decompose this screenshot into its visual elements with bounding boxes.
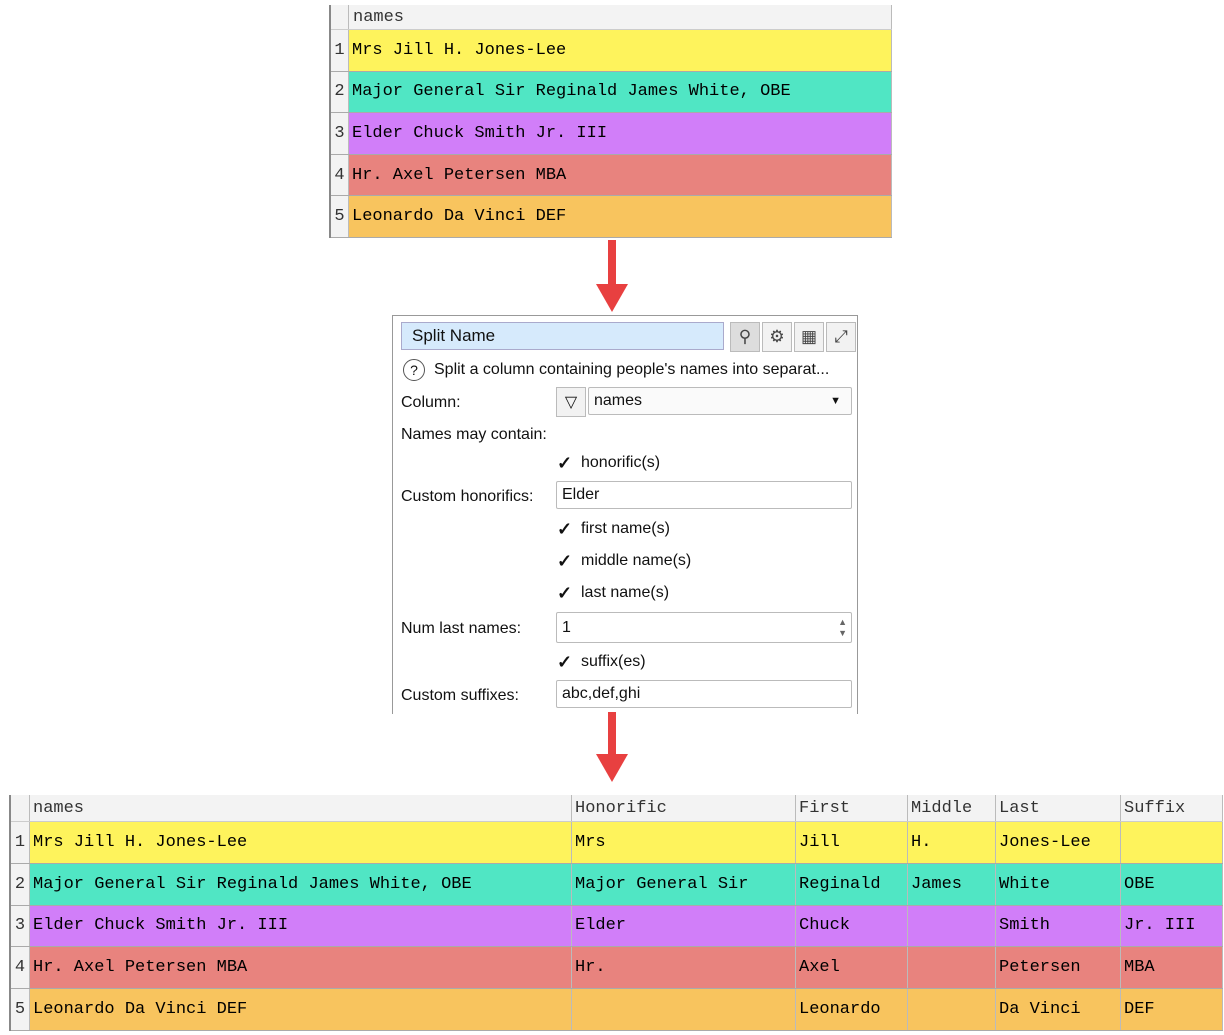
- table-cell: Mrs: [572, 822, 796, 863]
- row-number: 5: [331, 196, 349, 237]
- table-cell: [572, 989, 796, 1030]
- table-cell: Leonardo Da Vinci DEF: [349, 196, 892, 237]
- suffixes-checkbox[interactable]: ✓ suffix(es): [556, 651, 646, 672]
- column-select[interactable]: names ▼: [588, 387, 852, 415]
- table-cell: [908, 947, 996, 989]
- check-icon: ✓: [556, 582, 573, 603]
- table-row[interactable]: 2 Major General Sir Reginald James White,…: [331, 71, 892, 114]
- check-icon: ✓: [556, 651, 573, 672]
- column-header-honorific[interactable]: Honorific: [572, 795, 796, 821]
- custom-honorifics-input[interactable]: Elder: [556, 481, 852, 509]
- row-number: 1: [11, 822, 30, 863]
- table-cell: Hr. Axel Petersen MBA: [30, 947, 572, 989]
- table-cell: [908, 905, 996, 947]
- row-number-header: [11, 795, 30, 821]
- table-cell: Leonardo: [796, 989, 908, 1030]
- table-cell: White: [996, 863, 1121, 905]
- table-row[interactable]: 5 Leonardo Da Vinci DEF Leonardo Da Vinci DE…: [11, 989, 1223, 1031]
- table-cell: Jr. III: [1121, 905, 1223, 947]
- table-row[interactable]: 5 Leonardo Da Vinci DEF: [331, 196, 892, 238]
- table-row[interactable]: 1 Mrs Jill H. Jones-Lee Mrs Jill H. Jones-Lee: [11, 822, 1223, 864]
- column-header-names[interactable]: names: [349, 5, 892, 29]
- row-number: 1: [331, 30, 349, 71]
- row-number: 2: [331, 71, 349, 113]
- table-cell: Mrs Jill H. Jones-Lee: [30, 822, 572, 863]
- table-cell: [1121, 822, 1223, 863]
- column-header-suffix[interactable]: Suffix: [1121, 795, 1223, 821]
- middle-name-checkbox[interactable]: ✓ middle name(s): [556, 550, 692, 571]
- table-cell: Elder Chuck Smith Jr. III: [349, 113, 892, 154]
- table-cell: Jill: [796, 822, 908, 863]
- table-cell: Hr. Axel Petersen MBA: [349, 154, 892, 196]
- panel-title: Split Name: [401, 322, 724, 350]
- table-cell: Hr.: [572, 947, 796, 989]
- table-row[interactable]: 4 Hr. Axel Petersen MBA Hr. Axel Petersen MBA: [11, 947, 1223, 990]
- maximize-icon[interactable]: ⤢: [826, 322, 856, 352]
- table-header: names Honorific First Middle Last Suffix: [11, 795, 1223, 822]
- custom-suffixes-label: Custom suffixes:: [401, 687, 519, 704]
- table-cell: James: [908, 863, 996, 905]
- table-cell: Leonardo Da Vinci DEF: [30, 989, 572, 1030]
- table-cell: Da Vinci: [996, 989, 1121, 1030]
- row-number: 3: [11, 905, 30, 947]
- table-icon[interactable]: ▦: [794, 322, 824, 352]
- spinner-arrows-icon[interactable]: ▲ ▼: [838, 616, 847, 638]
- table-cell: Elder: [572, 905, 796, 947]
- table-cell: Petersen: [996, 947, 1121, 989]
- table-cell: Major General Sir: [572, 863, 796, 905]
- table-cell: Elder Chuck Smith Jr. III: [30, 905, 572, 947]
- output-table: names Honorific First Middle Last Suffix 1 Mrs…: [9, 795, 1223, 1031]
- num-last-names-spinner[interactable]: 1 ▲ ▼: [556, 612, 852, 643]
- check-icon: ✓: [556, 518, 573, 539]
- last-name-checkbox[interactable]: ✓ last name(s): [556, 582, 670, 603]
- table-cell: OBE: [1121, 863, 1223, 905]
- row-number: 3: [331, 113, 349, 154]
- table-cell: MBA: [1121, 947, 1223, 989]
- first-name-checkbox[interactable]: ✓ first name(s): [556, 518, 670, 539]
- table-header: names: [331, 5, 892, 30]
- check-icon: ✓: [556, 550, 573, 571]
- chevron-down-icon: ▼: [830, 395, 841, 407]
- row-number: 5: [11, 989, 30, 1030]
- gear-icon[interactable]: ⚙: [762, 322, 792, 352]
- table-cell: Smith: [996, 905, 1121, 947]
- table-cell: Axel: [796, 947, 908, 989]
- table-cell: H.: [908, 822, 996, 863]
- table-cell: Mrs Jill H. Jones-Lee: [349, 30, 892, 71]
- split-name-panel: Split Name ⚲ ⚙ ▦ ⤢ ? Split a column cont…: [392, 315, 858, 714]
- custom-honorifics-label: Custom honorifics:: [401, 488, 534, 505]
- arrow-down-icon: [596, 240, 628, 312]
- column-header-last[interactable]: Last: [996, 795, 1121, 821]
- table-row[interactable]: 3 Elder Chuck Smith Jr. III: [331, 113, 892, 155]
- row-number: 4: [11, 947, 30, 989]
- table-cell: [908, 989, 996, 1030]
- column-header-middle[interactable]: Middle: [908, 795, 996, 821]
- names-may-contain-label: Names may contain:: [401, 426, 547, 443]
- table-cell: Chuck: [796, 905, 908, 947]
- honorifics-checkbox[interactable]: ✓ honorific(s): [556, 452, 661, 473]
- table-cell: Major General Sir Reginald James White, …: [30, 863, 572, 905]
- column-header-first[interactable]: First: [796, 795, 908, 821]
- table-row[interactable]: 3 Elder Chuck Smith Jr. III Elder Chuck Smit…: [11, 905, 1223, 948]
- table-row[interactable]: 1 Mrs Jill H. Jones-Lee: [331, 30, 892, 72]
- table-row[interactable]: 2 Major General Sir Reginald James White,…: [11, 863, 1223, 906]
- arrow-down-icon: [596, 712, 628, 782]
- row-number: 4: [331, 154, 349, 196]
- table-row[interactable]: 4 Hr. Axel Petersen MBA: [331, 154, 892, 197]
- table-cell: Major General Sir Reginald James White, …: [349, 71, 892, 113]
- custom-suffixes-input[interactable]: abc,def,ghi: [556, 680, 852, 708]
- table-cell: Reginald: [796, 863, 908, 905]
- column-label: Column:: [401, 394, 461, 411]
- help-icon[interactable]: ?: [403, 359, 425, 381]
- description: Split a column containing people's names…: [434, 361, 830, 378]
- link-table-icon[interactable]: ⚲: [730, 322, 760, 352]
- check-icon: ✓: [556, 452, 573, 473]
- filter-icon[interactable]: ▽: [556, 387, 586, 417]
- column-header-names[interactable]: names: [30, 795, 572, 821]
- table-cell: Jones-Lee: [996, 822, 1121, 863]
- table-cell: DEF: [1121, 989, 1223, 1030]
- row-number: 2: [11, 863, 30, 905]
- input-table: names 1 Mrs Jill H. Jones-Lee 2 Major Gener…: [329, 5, 892, 238]
- num-last-names-label: Num last names:: [401, 620, 522, 637]
